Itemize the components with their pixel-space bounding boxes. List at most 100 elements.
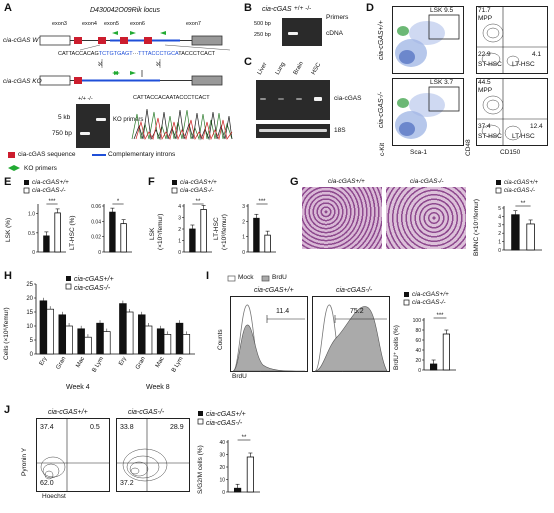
bar-ko bbox=[125, 311, 134, 355]
d-flow-bottom-right bbox=[476, 78, 548, 146]
d-row1-label: cia-cGAS+/+ bbox=[378, 20, 385, 60]
j-legend-wt: cia-cGAS+/+ bbox=[206, 411, 246, 418]
y-tick-label: 20 bbox=[219, 465, 225, 471]
e-ylab2: LT-HSC (%) bbox=[69, 215, 76, 250]
bar-wt bbox=[511, 214, 520, 251]
j-ylab: Pyronin Y bbox=[21, 447, 28, 476]
y-tick-label: 15 bbox=[26, 310, 33, 316]
b-primers: Primers bbox=[326, 14, 349, 21]
b-genotypes: +/+ -/- bbox=[294, 5, 312, 12]
chromatogram bbox=[131, 108, 233, 141]
panel-label-g: G bbox=[290, 176, 299, 188]
bar-ko bbox=[442, 333, 451, 371]
wt-label: cia-cGAS WT bbox=[3, 37, 43, 44]
category-label: B Lym bbox=[171, 356, 185, 374]
q-top-mpp-val: 71.7 bbox=[478, 7, 491, 14]
bar-wt bbox=[233, 487, 242, 493]
f-ylab1: LSK bbox=[149, 227, 156, 240]
b-lanes: + - + - bbox=[285, 13, 300, 19]
y-tick-label: 4 bbox=[178, 204, 181, 210]
b-cdna: cDNA bbox=[326, 30, 343, 37]
exon-label: exon4 bbox=[82, 21, 97, 27]
y-tick-label: 3 bbox=[498, 223, 501, 229]
y-tick-label: 3 bbox=[178, 216, 181, 222]
y-tick-label: 2 bbox=[178, 227, 181, 233]
y-tick-label: 100 bbox=[413, 318, 422, 324]
i-xlab: BrdU bbox=[232, 373, 247, 380]
q-bot-mpp: MPP bbox=[478, 87, 493, 94]
j-q1-ul: 37.4 bbox=[40, 424, 54, 431]
gel-note: KO primers bbox=[113, 117, 144, 123]
g-img1-title: cia-cGAS+/+ bbox=[328, 178, 365, 185]
y-tick-label: 0 bbox=[242, 250, 245, 256]
panel-label-d: D bbox=[366, 2, 374, 14]
d-xlab-cd150: CD150 bbox=[500, 149, 521, 156]
d-flow-top-left bbox=[392, 6, 464, 74]
q-bot-st: ST-HSC bbox=[478, 133, 502, 140]
category-label: Mac bbox=[155, 356, 166, 369]
bar-wt bbox=[96, 322, 104, 355]
g-legend-ko: cia-cGAS-/- bbox=[504, 188, 536, 194]
tissue-hsc: HSC bbox=[310, 62, 323, 76]
q-top-lt-val: 4.1 bbox=[532, 51, 542, 58]
i-hist1-title: cia-cGAS+/+ bbox=[254, 287, 294, 294]
exon-label: exon5 bbox=[104, 21, 119, 27]
y-tick-label: 25 bbox=[26, 282, 33, 288]
j-q1-ll: 62.0 bbox=[40, 480, 54, 487]
y-tick-label: 5 bbox=[498, 206, 501, 212]
gel-header: +/+ -/- bbox=[78, 96, 93, 102]
chart-j-sg2m: 0 10 20 30 40 ** bbox=[219, 435, 260, 496]
wt-seq: CATTACCACAGTCTGTGAGT···TTTACCCTGCATACCCT… bbox=[58, 51, 216, 57]
y-tick-label: 3 bbox=[242, 204, 245, 210]
h-legend-wt: cia-cGAS+/+ bbox=[74, 276, 114, 283]
bar-wt bbox=[39, 300, 48, 355]
bar-ko bbox=[144, 325, 153, 355]
q-top-lt: LT-HSC bbox=[512, 61, 535, 68]
panel-label-i: I bbox=[206, 270, 210, 282]
j-q2-ur: 28.9 bbox=[170, 424, 184, 431]
i-legend-swatches bbox=[227, 275, 270, 282]
legend-complementary-introns: Complementary introns bbox=[108, 151, 176, 158]
y-tick-label: 0.5 bbox=[28, 231, 35, 237]
c-ref-label: 18S bbox=[334, 127, 346, 134]
g-legend-swatches bbox=[495, 180, 502, 194]
i-ylab: Counts bbox=[217, 329, 224, 350]
panel-label-c: C bbox=[244, 56, 252, 68]
y-tick-label: 2 bbox=[498, 231, 501, 237]
y-tick-label: 1 bbox=[498, 240, 501, 246]
i-bar-legend-swatches bbox=[403, 292, 410, 306]
category-label: Gran bbox=[135, 356, 147, 371]
i-legend-mock: Mock bbox=[238, 274, 254, 281]
i-legend-ko: cia-cGAS-/- bbox=[412, 299, 446, 306]
q-bot-lt-val: 12.4 bbox=[530, 123, 543, 130]
j-q2-ll: 37.2 bbox=[120, 480, 134, 487]
y-tick-label: 5 bbox=[30, 338, 34, 344]
panel-label-a: A bbox=[4, 2, 12, 14]
bar-wt bbox=[138, 314, 146, 355]
bar-ko bbox=[163, 334, 172, 355]
bar-wt bbox=[156, 328, 165, 355]
bar-ko bbox=[120, 223, 127, 253]
y-tick-label: 0 bbox=[418, 368, 421, 374]
ko-label: cia-cGAS KO bbox=[3, 78, 42, 85]
f-legend-ko: cia-cGAS-/- bbox=[180, 187, 214, 194]
bar-ko bbox=[103, 331, 111, 355]
sig-stars: * bbox=[117, 199, 120, 205]
y-tick-label: 0.02 bbox=[91, 235, 101, 241]
chart-e-lsk: 0 0.5 1.0 *** bbox=[28, 199, 66, 256]
d-xlab-sca1: Sca-1 bbox=[410, 149, 427, 156]
e-legend-ko: cia-cGAS-/- bbox=[32, 187, 66, 194]
i-legend-wt: cia-cGAS+/+ bbox=[412, 291, 449, 298]
brdu-histogram-wt bbox=[230, 296, 308, 372]
tissue-lung: Lung bbox=[274, 61, 287, 76]
y-tick-label: 1.0 bbox=[28, 212, 35, 218]
bar-ko bbox=[200, 209, 207, 253]
histology-wt bbox=[302, 187, 382, 249]
gel-5kb: 5 kb bbox=[58, 114, 71, 121]
b-gel bbox=[282, 18, 322, 46]
bar-wt bbox=[119, 303, 127, 355]
gate-lsk-top: LSK 9.5 bbox=[430, 7, 454, 14]
y-tick-label: 2 bbox=[242, 219, 245, 225]
y-tick-label: 10 bbox=[219, 478, 225, 484]
bar-ko bbox=[182, 334, 191, 355]
